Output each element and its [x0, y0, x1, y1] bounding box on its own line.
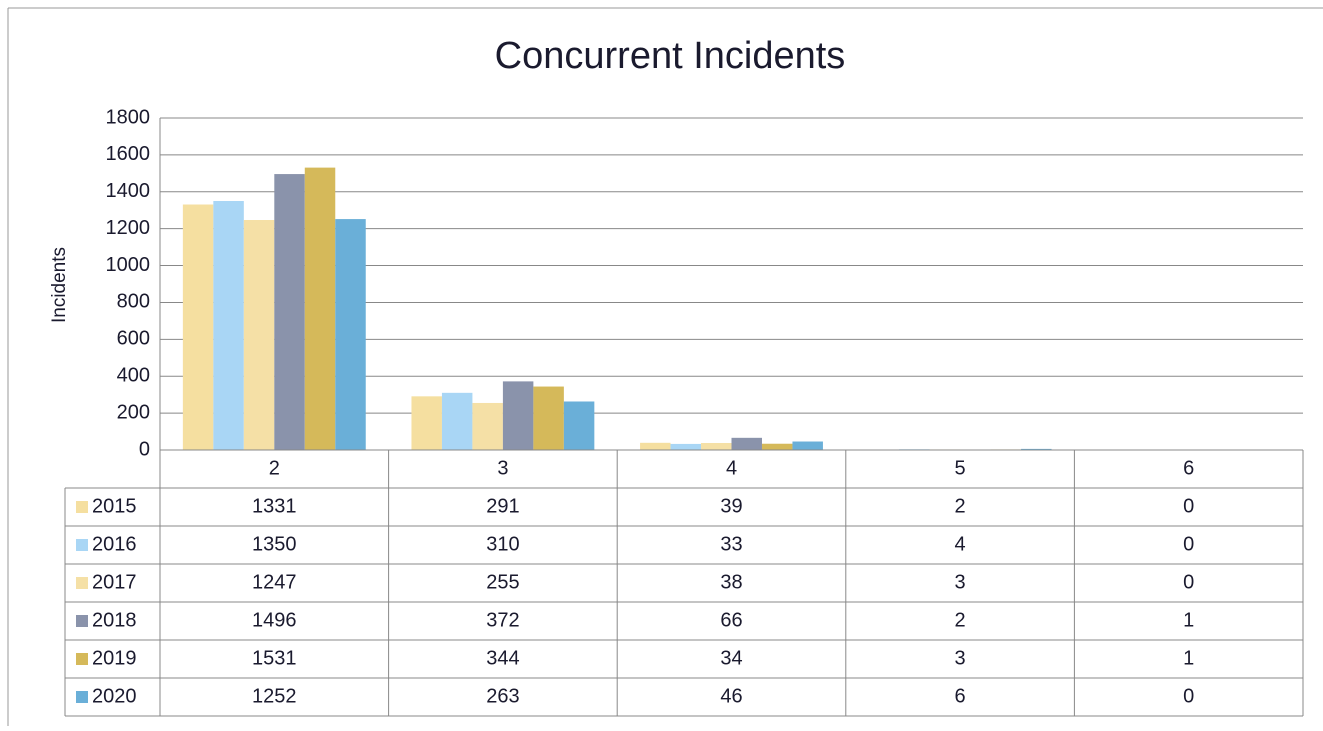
legend-label: 2019	[92, 647, 137, 669]
bar	[792, 442, 822, 450]
table-cell: 1496	[252, 609, 297, 631]
x-tick-label: 4	[726, 457, 737, 479]
table-cell: 2	[955, 609, 966, 631]
y-tick-label: 200	[117, 401, 150, 423]
legend-label: 2018	[92, 609, 137, 631]
y-tick-label: 400	[117, 365, 150, 387]
bar	[274, 174, 304, 450]
chart-title: Concurrent Incidents	[495, 35, 846, 77]
bar	[472, 403, 502, 450]
bar	[701, 443, 731, 450]
table-cell: 1	[1183, 609, 1194, 631]
table-cell: 33	[720, 533, 742, 555]
table-cell: 38	[720, 571, 742, 593]
legend-swatch	[76, 577, 88, 589]
table-cell: 0	[1183, 685, 1194, 707]
table-cell: 6	[955, 685, 966, 707]
bar	[564, 401, 594, 450]
table-cell: 0	[1183, 533, 1194, 555]
bar	[442, 393, 472, 450]
table-cell: 66	[720, 609, 742, 631]
y-tick-label: 600	[117, 328, 150, 350]
table-cell: 344	[486, 647, 519, 669]
bar	[533, 387, 563, 450]
table-cell: 2	[955, 495, 966, 517]
legend-label: 2016	[92, 533, 137, 555]
x-tick-label: 6	[1183, 457, 1194, 479]
x-tick-label: 5	[955, 457, 966, 479]
bar	[244, 220, 274, 450]
y-tick-label: 1800	[106, 106, 151, 128]
legend-swatch	[76, 501, 88, 513]
table-cell: 255	[486, 571, 519, 593]
table-cell: 0	[1183, 495, 1194, 517]
bar	[732, 438, 762, 450]
y-tick-label: 800	[117, 291, 150, 313]
legend-swatch	[76, 691, 88, 703]
legend-label: 2020	[92, 685, 137, 707]
y-tick-label: 0	[139, 438, 150, 460]
table-cell: 3	[955, 571, 966, 593]
bar	[762, 444, 792, 450]
x-tick-label: 3	[497, 457, 508, 479]
table-cell: 3	[955, 647, 966, 669]
table-cell: 291	[486, 495, 519, 517]
y-tick-label: 1600	[106, 143, 151, 165]
table-cell: 310	[486, 533, 519, 555]
table-cell: 1252	[252, 685, 297, 707]
table-cell: 1350	[252, 533, 297, 555]
table-cell: 1531	[252, 647, 297, 669]
table-cell: 34	[720, 647, 742, 669]
legend-swatch	[76, 539, 88, 551]
table-cell: 0	[1183, 571, 1194, 593]
table-cell: 46	[720, 685, 742, 707]
table-cell: 263	[486, 685, 519, 707]
table-cell: 1	[1183, 647, 1194, 669]
table-cell: 39	[720, 495, 742, 517]
y-tick-label: 1000	[106, 254, 151, 276]
legend-label: 2015	[92, 495, 137, 517]
bar	[305, 168, 335, 450]
table-cell: 4	[955, 533, 966, 555]
y-tick-label: 1200	[106, 217, 151, 239]
bar	[183, 205, 213, 450]
table-cell: 1331	[252, 495, 297, 517]
bar	[671, 444, 701, 450]
x-tick-label: 2	[269, 457, 280, 479]
bar	[335, 219, 365, 450]
bar	[640, 443, 670, 450]
legend-swatch	[76, 653, 88, 665]
y-axis-label: Incidents	[49, 247, 70, 323]
y-tick-label: 1400	[106, 180, 151, 202]
legend-swatch	[76, 615, 88, 627]
bar	[213, 201, 243, 450]
table-cell: 1247	[252, 571, 297, 593]
bar	[503, 381, 533, 450]
bar	[411, 396, 441, 450]
legend-label: 2017	[92, 571, 137, 593]
table-cell: 372	[486, 609, 519, 631]
